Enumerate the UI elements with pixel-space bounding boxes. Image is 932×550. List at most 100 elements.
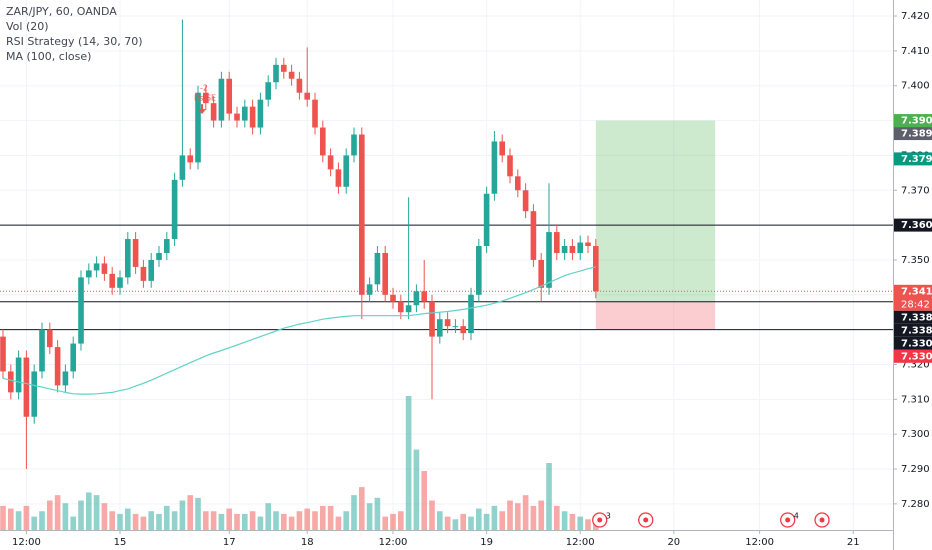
volume-bar: [413, 449, 420, 530]
candle-body: [561, 246, 568, 253]
volume-bar: [62, 503, 69, 530]
volume-bar: [124, 508, 131, 530]
signal-label: RsiSE: [194, 94, 216, 103]
candle-body: [7, 371, 14, 393]
candle-body: [538, 259, 545, 288]
volume-bar: [93, 495, 100, 530]
x-tick-label: 12:00: [745, 537, 774, 548]
y-tick-label: 7.420: [901, 11, 930, 22]
ma-line: [2, 266, 596, 395]
volume-bar: [421, 471, 428, 530]
candle-body: [241, 106, 248, 121]
volume-bar: [7, 508, 14, 530]
price-label-box: [894, 310, 932, 324]
volume-bar: [296, 511, 303, 530]
x-tick-label: 12:00: [566, 537, 595, 548]
volume-bar: [265, 503, 272, 530]
volume-bar: [476, 508, 482, 530]
volume-bar: [515, 503, 521, 530]
candle-body: [62, 371, 69, 386]
candle-body: [140, 266, 147, 281]
candle-body: [312, 99, 318, 128]
candle-body: [515, 176, 521, 191]
volume-bar: [530, 505, 537, 530]
price-label-box: [894, 284, 932, 311]
volume-bar: [366, 503, 373, 530]
event-count: 4: [794, 512, 799, 521]
price-label-box: [894, 336, 932, 350]
volume-bar: [312, 511, 318, 530]
candle-body: [202, 92, 209, 104]
volume-bar: [468, 516, 474, 530]
candle-body: [499, 141, 506, 156]
event-dot: [597, 517, 603, 523]
volume-bar: [101, 503, 108, 530]
candle-body: [296, 78, 303, 93]
candle-body: [273, 64, 279, 83]
volume-bar: [117, 513, 123, 530]
candle-body: [429, 301, 435, 337]
volume-bar: [546, 463, 552, 530]
y-tick-label: 7.350: [901, 255, 930, 266]
candle-body: [249, 106, 256, 128]
price-label-box: [894, 323, 932, 337]
y-tick-label: 7.300: [901, 429, 930, 440]
volume-bar: [304, 508, 311, 530]
price-label-box: [894, 114, 932, 128]
price-label-box: [894, 127, 932, 141]
candle-body: [437, 319, 443, 337]
event-count: 3: [606, 512, 611, 521]
legend-line: RSI Strategy (14, 30, 70): [6, 35, 143, 48]
candle-body: [257, 99, 264, 128]
volume-bar: [444, 516, 451, 530]
volume-bar: [281, 513, 287, 530]
candle-body: [530, 211, 537, 260]
volume-bar: [46, 500, 53, 530]
candle-body: [569, 246, 576, 253]
volume-bar: [382, 516, 389, 530]
candle-body: [210, 103, 217, 121]
candle-body: [281, 64, 287, 72]
candle-body: [288, 71, 295, 79]
candle-body: [390, 294, 396, 302]
candle-body: [265, 82, 272, 100]
candle-body: [460, 326, 467, 334]
candle-body: [593, 246, 599, 292]
y-tick-label: 7.290: [901, 464, 930, 475]
profit-zone: [595, 120, 716, 302]
volume-bar: [288, 516, 295, 530]
volume-bar: [234, 513, 240, 530]
candle-body: [226, 78, 233, 114]
price-label-box: [894, 152, 932, 166]
candle-body: [351, 134, 357, 156]
y-tick-label: 7.320: [901, 359, 930, 370]
candle-body: [413, 291, 420, 306]
volume-bar: [351, 495, 357, 530]
candle-body: [23, 357, 30, 417]
candle-body: [218, 78, 225, 121]
price-label-box: [894, 218, 932, 232]
volume-bar: [374, 497, 381, 530]
y-tick-label: 7.370: [901, 185, 930, 196]
volume-bar: [452, 519, 459, 530]
price-label: 7.338: [901, 325, 932, 336]
candle-body: [507, 155, 513, 177]
volume-bar: [273, 511, 279, 530]
x-tick-label: 15: [114, 537, 127, 548]
price-label: 7.390: [901, 116, 932, 127]
price-label: 7.341: [901, 286, 932, 297]
candle-body: [93, 263, 100, 271]
candle-body: [522, 190, 529, 212]
volume-bar: [54, 495, 61, 530]
loss-zone: [595, 301, 716, 330]
candle-body: [382, 252, 389, 295]
volume-bar: [257, 516, 264, 530]
volume-bar: [405, 396, 412, 530]
price-label-box: [894, 349, 932, 363]
event-dot: [643, 517, 649, 523]
price-label: 7.379: [901, 154, 932, 165]
